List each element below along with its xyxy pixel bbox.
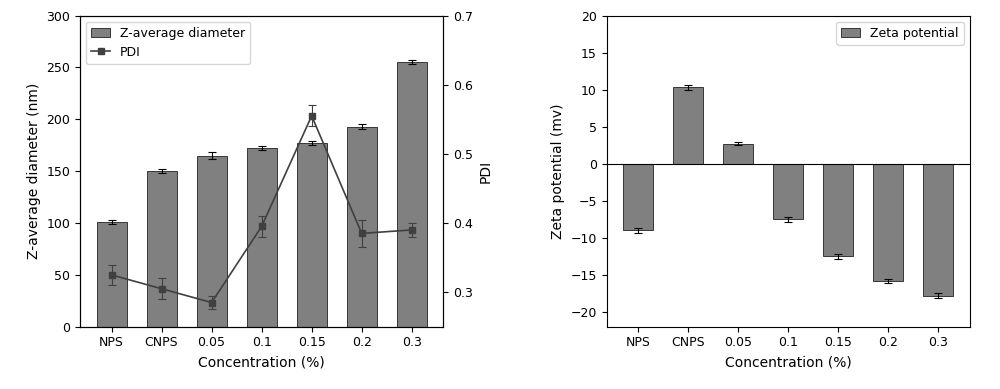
Bar — [147, 171, 177, 327]
Bar — [673, 88, 703, 164]
Y-axis label: Z-average diameter (nm): Z-average diameter (nm) — [27, 83, 41, 259]
Bar — [923, 164, 953, 296]
Bar — [873, 164, 903, 281]
Bar — [247, 148, 277, 327]
X-axis label: Concentration (%): Concentration (%) — [198, 355, 325, 369]
X-axis label: Concentration (%): Concentration (%) — [725, 355, 852, 369]
Bar — [97, 222, 127, 327]
Bar — [197, 156, 227, 327]
Bar — [347, 126, 377, 327]
Bar — [623, 164, 653, 230]
Bar — [723, 144, 753, 164]
Bar — [297, 143, 327, 327]
Y-axis label: Zeta potential (mv): Zeta potential (mv) — [551, 103, 565, 239]
Legend: Z-average diameter, PDI: Z-average diameter, PDI — [86, 22, 250, 64]
Bar — [823, 164, 853, 256]
Legend: Zeta potential: Zeta potential — [836, 22, 964, 45]
Bar — [773, 164, 803, 219]
Bar — [397, 62, 427, 327]
Y-axis label: PDI: PDI — [479, 159, 493, 183]
